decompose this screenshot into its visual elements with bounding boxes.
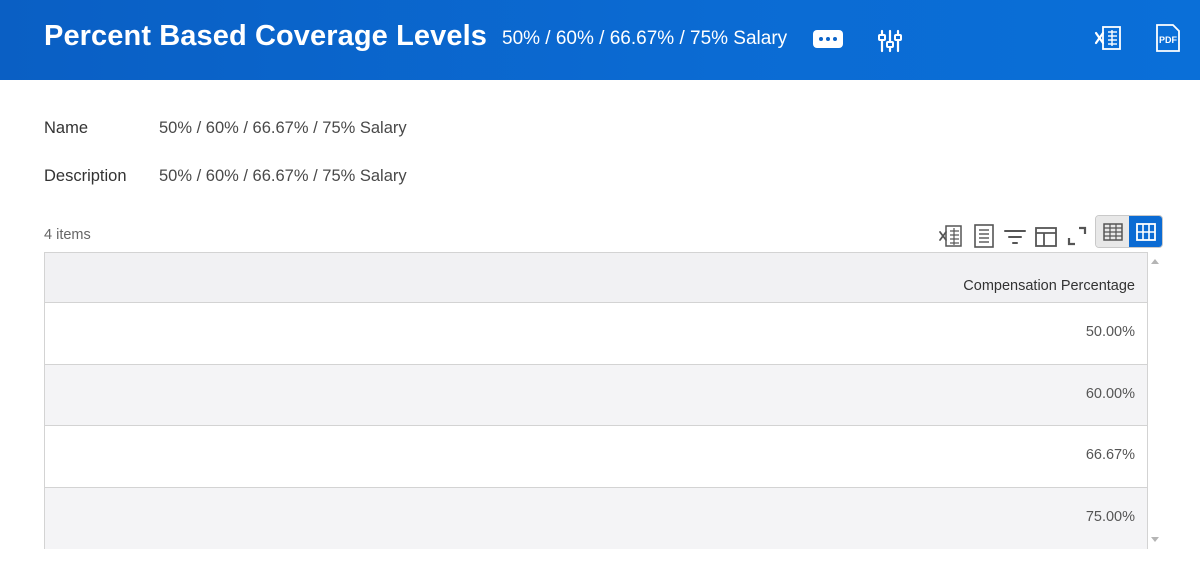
table-view-icon [1102, 222, 1123, 241]
table-view-button[interactable] [1096, 216, 1129, 247]
export-excel-icon[interactable] [938, 223, 964, 249]
page-title: Percent Based Coverage Levels [44, 20, 487, 52]
export-excel-icon[interactable] [1094, 24, 1122, 52]
table-row[interactable]: 75.00% [45, 487, 1147, 549]
filter-icon[interactable] [1003, 225, 1027, 249]
more-actions-button[interactable] [813, 30, 843, 48]
compensation-percentage-cell: 60.00% [1085, 385, 1135, 402]
page-subtitle: 50% / 60% / 66.67% / 75% Salary [502, 28, 788, 49]
export-pdf-icon[interactable]: PDF [1154, 23, 1182, 53]
compensation-percentage-cell: 75.00% [1085, 508, 1135, 525]
configure-columns-icon[interactable] [1034, 225, 1058, 249]
name-label: Name [44, 119, 89, 137]
grid-header: Compensation Percentage [45, 253, 1147, 303]
compensation-percentage-cell: 50.00% [1085, 324, 1135, 340]
view-toggle [1095, 215, 1163, 248]
more-dot [833, 37, 837, 41]
grid-scrollbar[interactable] [1148, 252, 1162, 549]
grid-view-icon [1135, 222, 1156, 241]
fullscreen-icon[interactable] [1066, 225, 1088, 247]
column-header-compensation-percentage[interactable]: Compensation Percentage [963, 278, 1135, 294]
description-label: Description [44, 167, 127, 185]
description-value: 50% / 60% / 66.67% / 75% Salary [159, 167, 407, 185]
name-value: 50% / 60% / 66.67% / 75% Salary [159, 119, 407, 137]
scroll-up-icon[interactable] [1151, 259, 1159, 264]
table-row[interactable]: 66.67% [45, 426, 1147, 488]
more-actions-icon [819, 37, 823, 41]
data-grid: Compensation Percentage 50.00% 60.00% 66… [44, 252, 1148, 549]
print-icon[interactable] [972, 223, 996, 249]
table-row[interactable]: 50.00% [45, 303, 1147, 365]
more-dot [826, 37, 830, 41]
grid-view-button[interactable] [1129, 216, 1162, 247]
scroll-down-icon[interactable] [1151, 537, 1159, 542]
svg-text:PDF: PDF [1159, 35, 1178, 45]
items-count: 4 items [44, 227, 91, 243]
table-row[interactable]: 60.00% [45, 364, 1147, 426]
page-header: Percent Based Coverage Levels 50% / 60% … [0, 0, 1200, 80]
related-actions-icon[interactable] [877, 28, 903, 54]
compensation-percentage-cell: 66.67% [1085, 447, 1135, 463]
